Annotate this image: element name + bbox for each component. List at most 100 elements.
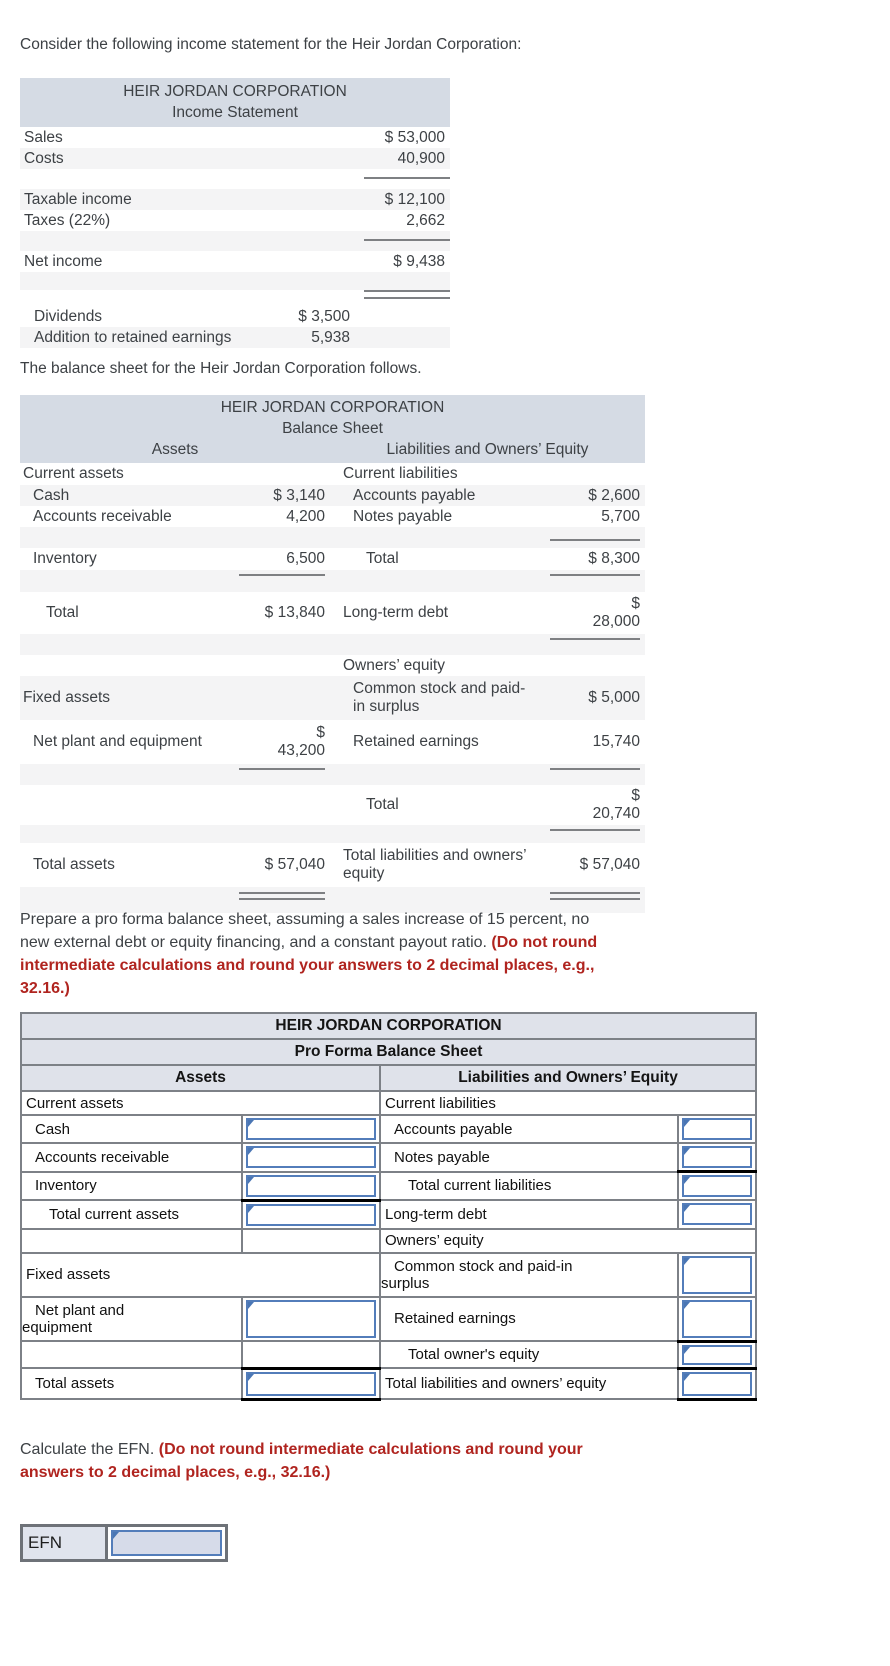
subtotal-rule: [550, 829, 640, 831]
pf-empty-cell: [20, 1227, 243, 1254]
cell-marker-icon: [684, 1148, 690, 1155]
inventory-value: 6,500: [286, 550, 325, 567]
inventory-label: Inventory: [33, 550, 97, 567]
row-totals: Total assets $ 57,040 Total liabilities …: [20, 843, 645, 887]
spacer: [20, 764, 645, 785]
row-section-headers: Current assets Current liabilities: [20, 463, 645, 485]
net-plant-label: Net plant and equipment: [33, 733, 202, 750]
pf-total-current-assets-input[interactable]: [246, 1203, 376, 1226]
taxes-label: Taxes (22%): [24, 212, 111, 229]
proforma-balance-sheet-table: HEIR JORDAN CORPORATION Pro Forma Balanc…: [19, 1012, 758, 1401]
cell-marker-icon: [684, 1257, 690, 1265]
cell-marker-icon: [248, 1301, 254, 1309]
rounding-note: (Do not round intermediate calculations …: [20, 1441, 583, 1481]
fixed-assets-label: Fixed assets: [23, 689, 111, 706]
pf-cash-input[interactable]: [246, 1118, 376, 1140]
row-costs: Costs 40,900: [20, 148, 450, 169]
row-fixed-commonstock: Fixed assets Common stock and paid-in su…: [20, 676, 645, 720]
subtotal-rule: [364, 239, 450, 241]
long-term-debt-value: $ 28,000: [592, 595, 640, 630]
cell-marker-icon: [684, 1177, 690, 1184]
subtotal-rule: [550, 638, 640, 640]
cell-marker-icon: [248, 1176, 254, 1184]
taxable-income-value: $ 12,100: [384, 191, 445, 208]
pf-current-assets-label: Current assets: [20, 1090, 381, 1116]
pf-total-current-liabilities-input[interactable]: [682, 1175, 753, 1197]
intro-text: Consider the following income statement …: [20, 36, 522, 53]
cell-marker-icon: [248, 1120, 254, 1127]
pf-retained-earnings-input[interactable]: [682, 1299, 753, 1338]
spacer: [20, 272, 450, 290]
taxable-income-label: Taxable income: [24, 191, 132, 208]
income-statement-header: HEIR JORDAN CORPORATION Income Statement: [20, 78, 450, 127]
long-term-debt-label: Long-term debt: [343, 604, 449, 621]
pf-total-owners-equity-cell: [676, 1340, 758, 1370]
row-cash-ap: Cash $ 3,140 Accounts payable $ 2,600: [20, 485, 645, 506]
current-liabilities-label: Current liabilities: [343, 465, 458, 482]
cell-marker-icon: [684, 1205, 690, 1213]
row-inventory-totalcl: Inventory 6,500 Total $ 8,300: [20, 548, 645, 570]
pf-total-current-liabilities-label: Total current liabilities: [379, 1170, 679, 1201]
pf-empty-cell: [241, 1340, 381, 1369]
costs-label: Costs: [24, 150, 64, 167]
total-liab-equity-value: $ 57,040: [579, 856, 640, 873]
pf-accounts-payable-input[interactable]: [682, 1118, 753, 1140]
pf-inventory-input[interactable]: [246, 1174, 376, 1197]
pf-net-plant-input[interactable]: [246, 1299, 376, 1338]
cell-marker-icon: [248, 1205, 254, 1213]
rounding-note: (Do not round intermediate calculations …: [20, 934, 598, 997]
total-owners-equity-value: $ 20,740: [592, 787, 640, 822]
cell-marker-icon: [248, 1373, 254, 1381]
spacer: [20, 231, 450, 251]
pf-total-owners-equity-input[interactable]: [682, 1344, 753, 1365]
pf-common-stock-cell-label: Common stock and paid-in surplus: [379, 1251, 679, 1298]
total-current-liabilities-value: $ 8,300: [588, 550, 640, 567]
pf-notes-payable-label: Notes payable: [379, 1142, 679, 1173]
pf-notes-payable-input[interactable]: [682, 1146, 753, 1168]
pf-total-current-assets-label: Total current assets: [20, 1199, 243, 1230]
total-current-liabilities-label: Total: [366, 550, 399, 567]
assets-column-header: Assets: [151, 441, 199, 458]
pf-common-stock-label: Common stock and paid-in surplus: [381, 1257, 573, 1292]
addition-value: 5,938: [311, 329, 350, 346]
pf-owners-equity-label: Owners’ equity: [378, 1227, 758, 1254]
pf-cash-cell: [241, 1114, 381, 1144]
costs-value: 40,900: [397, 150, 445, 167]
pf-total-assets-input[interactable]: [246, 1371, 376, 1396]
efn-input[interactable]: [111, 1530, 222, 1556]
row-owners-equity-header: Owners’ equity: [20, 655, 645, 676]
pf-total-liab-equity-cell: [676, 1367, 758, 1401]
proforma-assets-header: Assets: [20, 1064, 381, 1092]
dividends-value: $ 3,500: [298, 308, 350, 325]
dividends-label: Dividends: [34, 308, 103, 325]
income-statement-title: HEIR JORDAN CORPORATION: [123, 83, 347, 100]
efn-instructions: Calculate the EFN. (Do not round interme…: [20, 1438, 585, 1484]
spacer: [20, 527, 645, 548]
current-assets-label: Current assets: [23, 465, 124, 482]
spacer: [20, 887, 645, 913]
pf-accounts-payable-cell: [676, 1114, 758, 1144]
pf-long-term-debt-input[interactable]: [682, 1203, 753, 1226]
cell-marker-icon: [684, 1120, 690, 1127]
pf-total-assets-cell: [241, 1366, 381, 1401]
proforma-liabilities-header: Liabilities and Owners’ Equity: [378, 1064, 758, 1092]
pf-notes-payable-cell: [676, 1142, 758, 1173]
taxes-value: 2,662: [406, 212, 445, 229]
subtotal-rule: [239, 574, 325, 576]
proforma-instructions: Prepare a pro forma balance sheet, assum…: [20, 908, 620, 1000]
balance-sheet-intro-text: The balance sheet for the Heir Jordan Co…: [20, 360, 422, 377]
pf-fixed-assets-label: Fixed assets: [20, 1251, 381, 1298]
pf-inventory-cell: [241, 1170, 381, 1202]
cell-marker-icon: [684, 1301, 690, 1309]
balance-sheet-subtitle: Balance Sheet: [282, 420, 383, 437]
pf-common-stock-input[interactable]: [682, 1255, 753, 1294]
pf-accounts-receivable-input[interactable]: [246, 1146, 376, 1169]
row-taxes: Taxes (22%) 2,662: [20, 210, 450, 231]
retained-earnings-value: 15,740: [592, 733, 640, 750]
sales-label: Sales: [24, 129, 63, 146]
instructions-text: Calculate the EFN.: [20, 1441, 159, 1458]
pf-retained-earnings-label: Retained earnings: [379, 1295, 679, 1342]
pf-total-liab-equity-input[interactable]: [682, 1371, 753, 1396]
pf-net-plant-label: Net plant and equipment: [22, 1301, 125, 1336]
total-current-assets-value: $ 13,840: [264, 604, 325, 621]
